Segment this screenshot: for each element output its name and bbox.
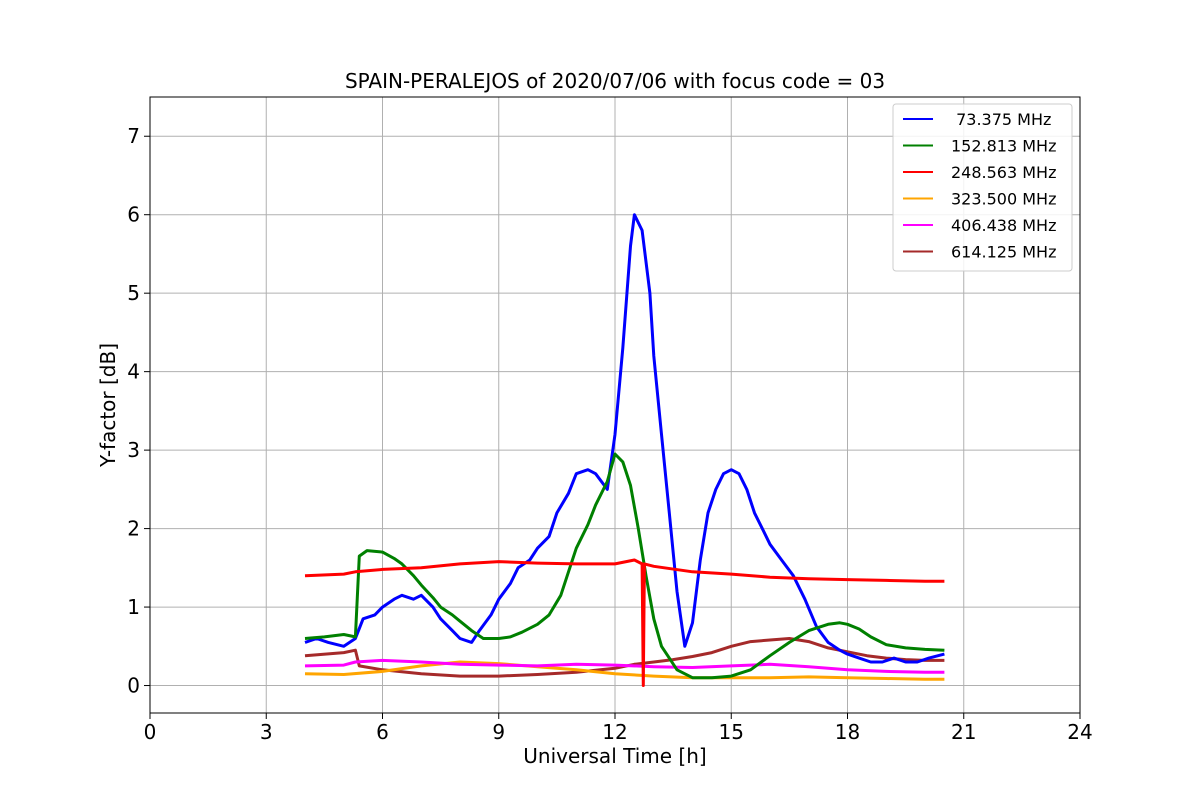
x-tick-label: 21: [951, 720, 976, 744]
x-tick-label: 15: [719, 720, 744, 744]
series-line: [304, 213, 945, 664]
chart-title: SPAIN-PERALEJOS of 2020/07/06 with focus…: [345, 69, 885, 93]
legend-label: 248.563 MHz: [951, 163, 1056, 182]
y-tick-label: 5: [127, 281, 140, 305]
y-tick-label: 7: [127, 124, 140, 148]
x-tick-label: 12: [602, 720, 627, 744]
legend-label: 614.125 MHz: [951, 243, 1056, 262]
x-tick-label: 6: [376, 720, 389, 744]
x-tick-label: 9: [492, 720, 505, 744]
legend-label: 406.438 MHz: [951, 216, 1056, 235]
grid: [149, 97, 1081, 713]
y-tick-label: 2: [127, 517, 140, 541]
x-tick-label: 3: [260, 720, 273, 744]
y-tick-label: 1: [127, 595, 140, 619]
legend-label: 323.500 MHz: [951, 190, 1056, 209]
series-line: [304, 660, 945, 681]
legend-box: [892, 103, 1073, 272]
y-tick-label: 6: [127, 203, 140, 227]
series-line: [304, 637, 945, 678]
series-line: [304, 558, 945, 687]
legend: 73.375 MHz 152.813 MHz 248.563 MHz 323.500 …: [892, 103, 1073, 272]
x-tick-label: 18: [835, 720, 860, 744]
y-tick-label: 0: [127, 674, 140, 698]
x-tick-label: 24: [1067, 720, 1092, 744]
y-axis-label: Y-factor [dB]: [96, 343, 120, 468]
series-line: [304, 452, 945, 680]
series-line: [304, 658, 945, 674]
y-tick-label: 4: [127, 360, 140, 384]
series-layer: [304, 213, 945, 687]
x-tick-label: 0: [144, 720, 157, 744]
legend-label: 73.375 MHz: [951, 110, 1051, 129]
y-tick-label: 3: [127, 438, 140, 462]
legend-label: 152.813 MHz: [951, 137, 1056, 156]
x-axis-label: Universal Time [h]: [523, 744, 706, 768]
